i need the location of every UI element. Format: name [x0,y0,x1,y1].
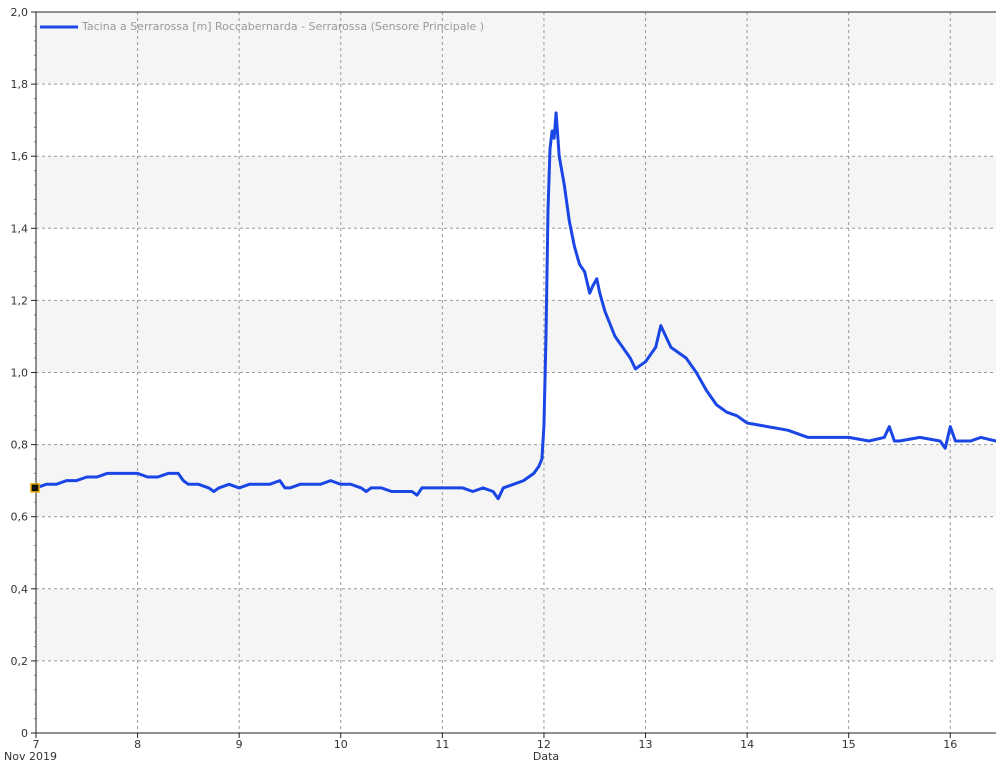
y-tick-label: 0,4 [11,583,29,596]
y-tick-label: 0 [21,727,28,740]
x-start-label: Nov 2019 [4,750,57,762]
y-tick-label: 1,8 [11,78,29,91]
start-marker [31,484,39,492]
y-tick-label: 0,8 [11,439,29,452]
legend: Tacina a Serrarossa [m] Roccabernarda - … [40,20,484,33]
x-axis-label: Data [533,750,559,762]
y-tick-label: 2,0 [11,6,29,19]
x-tick-label: 8 [134,738,141,751]
plot-band [36,589,996,661]
plot-band [36,156,996,228]
x-tick-label: 9 [236,738,243,751]
x-tick-label: 13 [639,738,653,751]
x-tick-label: 15 [842,738,856,751]
current-value-marker [31,484,39,492]
plot-band [36,300,996,372]
y-tick-label: 1,6 [11,150,29,163]
axis-labels: Nov 2019 Data [4,750,559,762]
y-tick-label: 1,0 [11,367,29,380]
x-tick-label: 14 [740,738,754,751]
y-tick-label: 1,4 [11,222,29,235]
y-tick-label: 0,2 [11,655,29,668]
y-tick-label: 0,6 [11,511,29,524]
y-tick-label: 1,2 [11,294,29,307]
x-tick-label: 10 [334,738,348,751]
plot-band [36,445,996,517]
legend-label: Tacina a Serrarossa [m] Roccabernarda - … [81,20,484,33]
x-tick-label: 16 [943,738,957,751]
x-tick-label: 11 [435,738,449,751]
